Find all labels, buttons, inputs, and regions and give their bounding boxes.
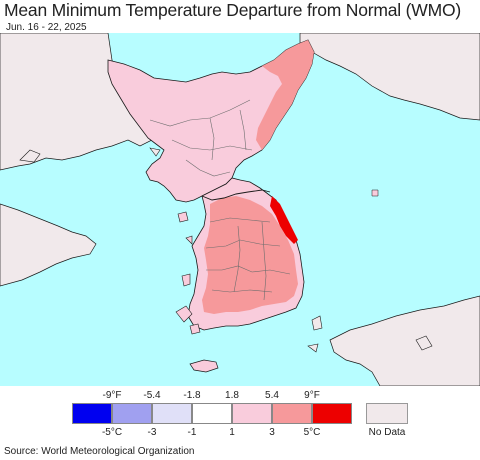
legend-swatch-3 xyxy=(152,403,192,424)
north-korea-east-warm xyxy=(256,40,314,150)
legend-f-label-4: 1.8 xyxy=(225,390,239,401)
china-land-northeast xyxy=(299,33,480,121)
legend-f-label-6: 9°F xyxy=(304,390,320,401)
legend-swatch-1 xyxy=(72,403,112,424)
legend-swatch-4 xyxy=(192,403,232,424)
korea-map xyxy=(0,33,480,386)
legend-c-label-2: -3 xyxy=(147,427,157,438)
legend-swatch-7 xyxy=(312,403,352,424)
legend-c-label-1: -5°C xyxy=(101,427,123,438)
japan-land xyxy=(329,295,480,386)
legend-f-label-3: -1.8 xyxy=(183,390,201,401)
dmz-border xyxy=(201,189,271,201)
legend-f-label-1: -9°F xyxy=(102,390,122,401)
west-islands xyxy=(175,211,201,335)
map-title: Mean Minimum Temperature Departure from … xyxy=(4,0,462,20)
legend-swatch-5 xyxy=(232,403,272,424)
legend-swatch-2 xyxy=(112,403,152,424)
south-korea-warm xyxy=(202,196,298,314)
legend-swatch-6 xyxy=(272,403,312,424)
legend-c-label-4: 1 xyxy=(229,427,235,438)
china-land-southwest xyxy=(0,203,97,287)
map-date-range: Jun. 16 - 22, 2025 xyxy=(6,22,87,33)
legend-c-label-3: -1 xyxy=(187,427,197,438)
province-borders xyxy=(149,99,291,301)
legend-f-label-5: 5.4 xyxy=(265,390,279,401)
source-credit: Source: World Meteorological Organizatio… xyxy=(4,446,195,457)
legend-c-label-6: 5°C xyxy=(303,427,321,438)
legend-no-data-label: No Data xyxy=(368,427,406,438)
legend: -9°F -5.4 -1.8 1.8 5.4 9°F -5°C -3 -1 1 … xyxy=(0,386,480,442)
legend-c-label-5: 3 xyxy=(269,427,275,438)
map-panel[interactable] xyxy=(0,33,480,386)
legend-no-data-swatch xyxy=(366,403,408,424)
north-korea xyxy=(107,39,315,203)
jeju-island xyxy=(189,359,219,373)
south-korea-east-coast-hot xyxy=(270,196,298,244)
legend-f-label-2: -5.4 xyxy=(143,390,161,401)
